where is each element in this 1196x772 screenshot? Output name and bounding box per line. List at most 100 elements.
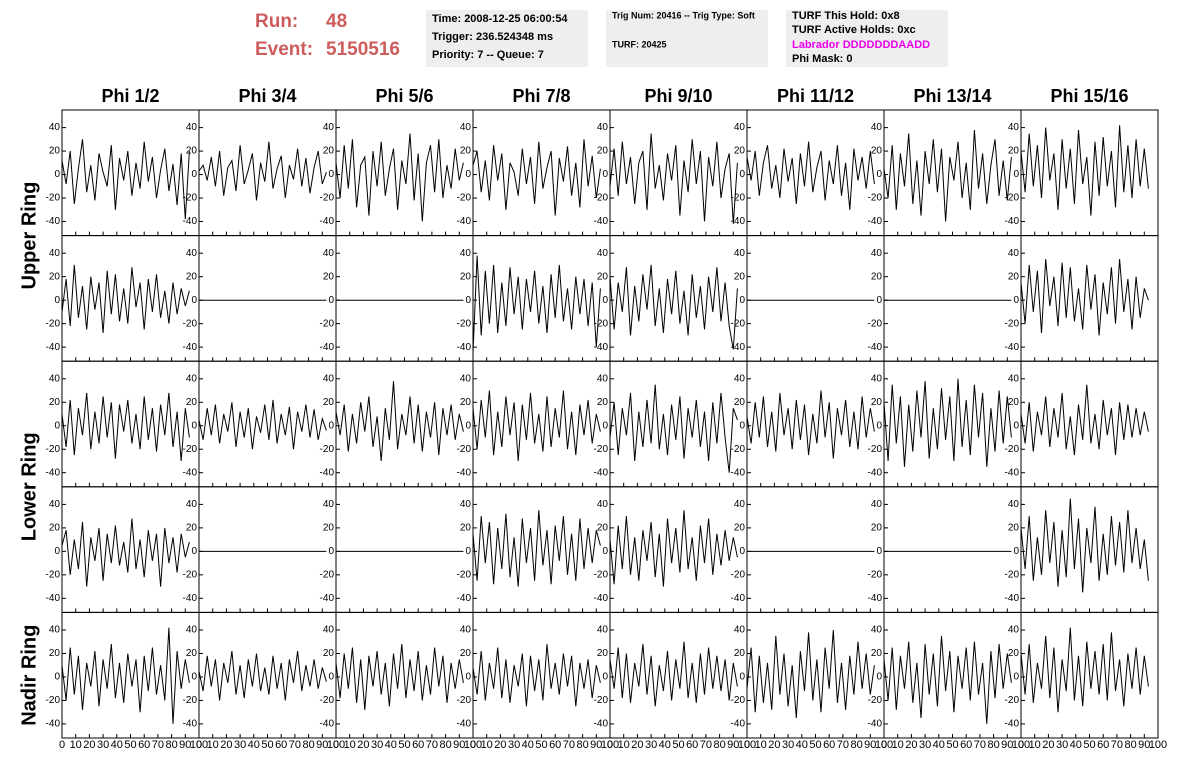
y-tick-label: -20	[1005, 318, 1020, 329]
y-tick-label: 0	[602, 169, 608, 180]
waveform	[1020, 384, 1149, 456]
y-tick-label: -20	[320, 193, 335, 204]
info-box	[606, 10, 768, 67]
run-number: 48	[326, 11, 347, 32]
x-tick-label: 0	[744, 739, 750, 751]
y-tick-label: 20	[1008, 146, 1020, 157]
x-tick-label: 60	[960, 739, 972, 751]
info-box	[786, 10, 948, 67]
y-tick-label: 40	[734, 499, 746, 510]
panel-frame	[746, 486, 885, 613]
y-tick-label: -20	[594, 193, 609, 204]
y-tick-label: 40	[734, 122, 746, 133]
y-tick-label: -40	[457, 342, 472, 353]
x-tick-label: 40	[248, 739, 260, 751]
x-tick-label: 60	[412, 739, 424, 751]
y-tick-label: -40	[731, 216, 746, 227]
waveform	[609, 133, 738, 224]
y-tick-label: 0	[739, 420, 745, 431]
y-tick-label: 20	[871, 648, 883, 659]
y-tick-label: -20	[320, 318, 335, 329]
y-tick-label: -40	[868, 216, 883, 227]
x-tick-label: 10	[207, 739, 219, 751]
row-label: Lower Ring	[18, 432, 40, 541]
y-tick-label: 20	[460, 271, 472, 282]
y-tick-label: 20	[186, 146, 198, 157]
y-tick-label: -40	[46, 216, 61, 227]
y-tick-label: 20	[597, 648, 609, 659]
y-tick-label: -20	[46, 569, 61, 580]
y-tick-label: 20	[49, 146, 61, 157]
column-label: Phi 13/14	[913, 86, 991, 106]
x-tick-label: 90	[1001, 739, 1013, 751]
waveform	[746, 629, 875, 719]
panel-frame	[746, 235, 885, 362]
y-tick-label: 40	[460, 625, 472, 636]
y-tick-label: 0	[602, 295, 608, 306]
y-tick-label: 0	[1013, 295, 1019, 306]
y-tick-label: 0	[602, 420, 608, 431]
y-tick-label: -40	[320, 593, 335, 604]
y-tick-label: 40	[734, 248, 746, 259]
x-tick-label: 30	[919, 739, 931, 751]
y-tick-label: 40	[186, 248, 198, 259]
x-tick-label: 0	[881, 739, 887, 751]
x-tick-label: 80	[850, 739, 862, 751]
y-tick-label: 20	[871, 271, 883, 282]
x-tick-label: 20	[905, 739, 917, 751]
x-tick-label: 20	[220, 739, 232, 751]
y-tick-label: 40	[323, 625, 335, 636]
x-tick-label: 100	[1149, 739, 1167, 751]
y-tick-label: -40	[1005, 719, 1020, 730]
y-tick-label: 40	[1008, 373, 1020, 384]
x-tick-label: 0	[333, 739, 339, 751]
x-tick-label: 70	[700, 739, 712, 751]
panel-frame	[883, 235, 1022, 362]
panel-frame	[746, 109, 885, 237]
column-label: Phi 5/6	[375, 86, 433, 106]
x-tick-label: 70	[837, 739, 849, 751]
y-tick-label: -40	[46, 467, 61, 478]
y-tick-label: 40	[734, 625, 746, 636]
event-label: Event:	[255, 39, 313, 60]
y-tick-label: 20	[186, 397, 198, 408]
panel-frame	[335, 486, 474, 613]
y-tick-label: 40	[871, 122, 883, 133]
y-tick-label: -20	[183, 569, 198, 580]
y-tick-label: -40	[457, 593, 472, 604]
info-text: Trigger: 236.524348 ms	[432, 31, 553, 43]
y-tick-label: 0	[328, 420, 334, 431]
waveform	[1020, 259, 1149, 336]
x-tick-label: 50	[809, 739, 821, 751]
y-tick-label: 20	[734, 146, 746, 157]
x-tick-label: 40	[933, 739, 945, 751]
x-tick-label: 80	[439, 739, 451, 751]
x-tick-label: 90	[864, 739, 876, 751]
y-tick-label: -40	[320, 342, 335, 353]
waveform	[609, 384, 738, 473]
y-tick-label: 40	[323, 499, 335, 510]
y-tick-label: 20	[323, 523, 335, 534]
y-tick-label: -20	[731, 318, 746, 329]
y-tick-label: 20	[871, 397, 883, 408]
x-tick-label: 60	[686, 739, 698, 751]
y-tick-label: -20	[594, 695, 609, 706]
y-tick-label: 0	[54, 672, 60, 683]
x-tick-label: 10	[344, 739, 356, 751]
x-tick-label: 10	[1029, 739, 1041, 751]
y-tick-label: -20	[1005, 569, 1020, 580]
y-tick-label: 20	[734, 397, 746, 408]
y-tick-label: 20	[186, 271, 198, 282]
y-tick-label: 0	[739, 546, 745, 557]
y-tick-label: 20	[49, 648, 61, 659]
y-tick-label: 40	[186, 625, 198, 636]
y-tick-label: -40	[183, 719, 198, 730]
y-tick-label: -40	[594, 342, 609, 353]
info-text: Time: 2008-12-25 06:00:54	[432, 13, 568, 25]
y-tick-label: 0	[1013, 420, 1019, 431]
x-tick-label: 0	[1018, 739, 1024, 751]
column-label: Phi 11/12	[777, 86, 854, 106]
x-tick-label: 100	[327, 739, 345, 751]
y-tick-label: 40	[1008, 248, 1020, 259]
waveform	[609, 641, 738, 707]
